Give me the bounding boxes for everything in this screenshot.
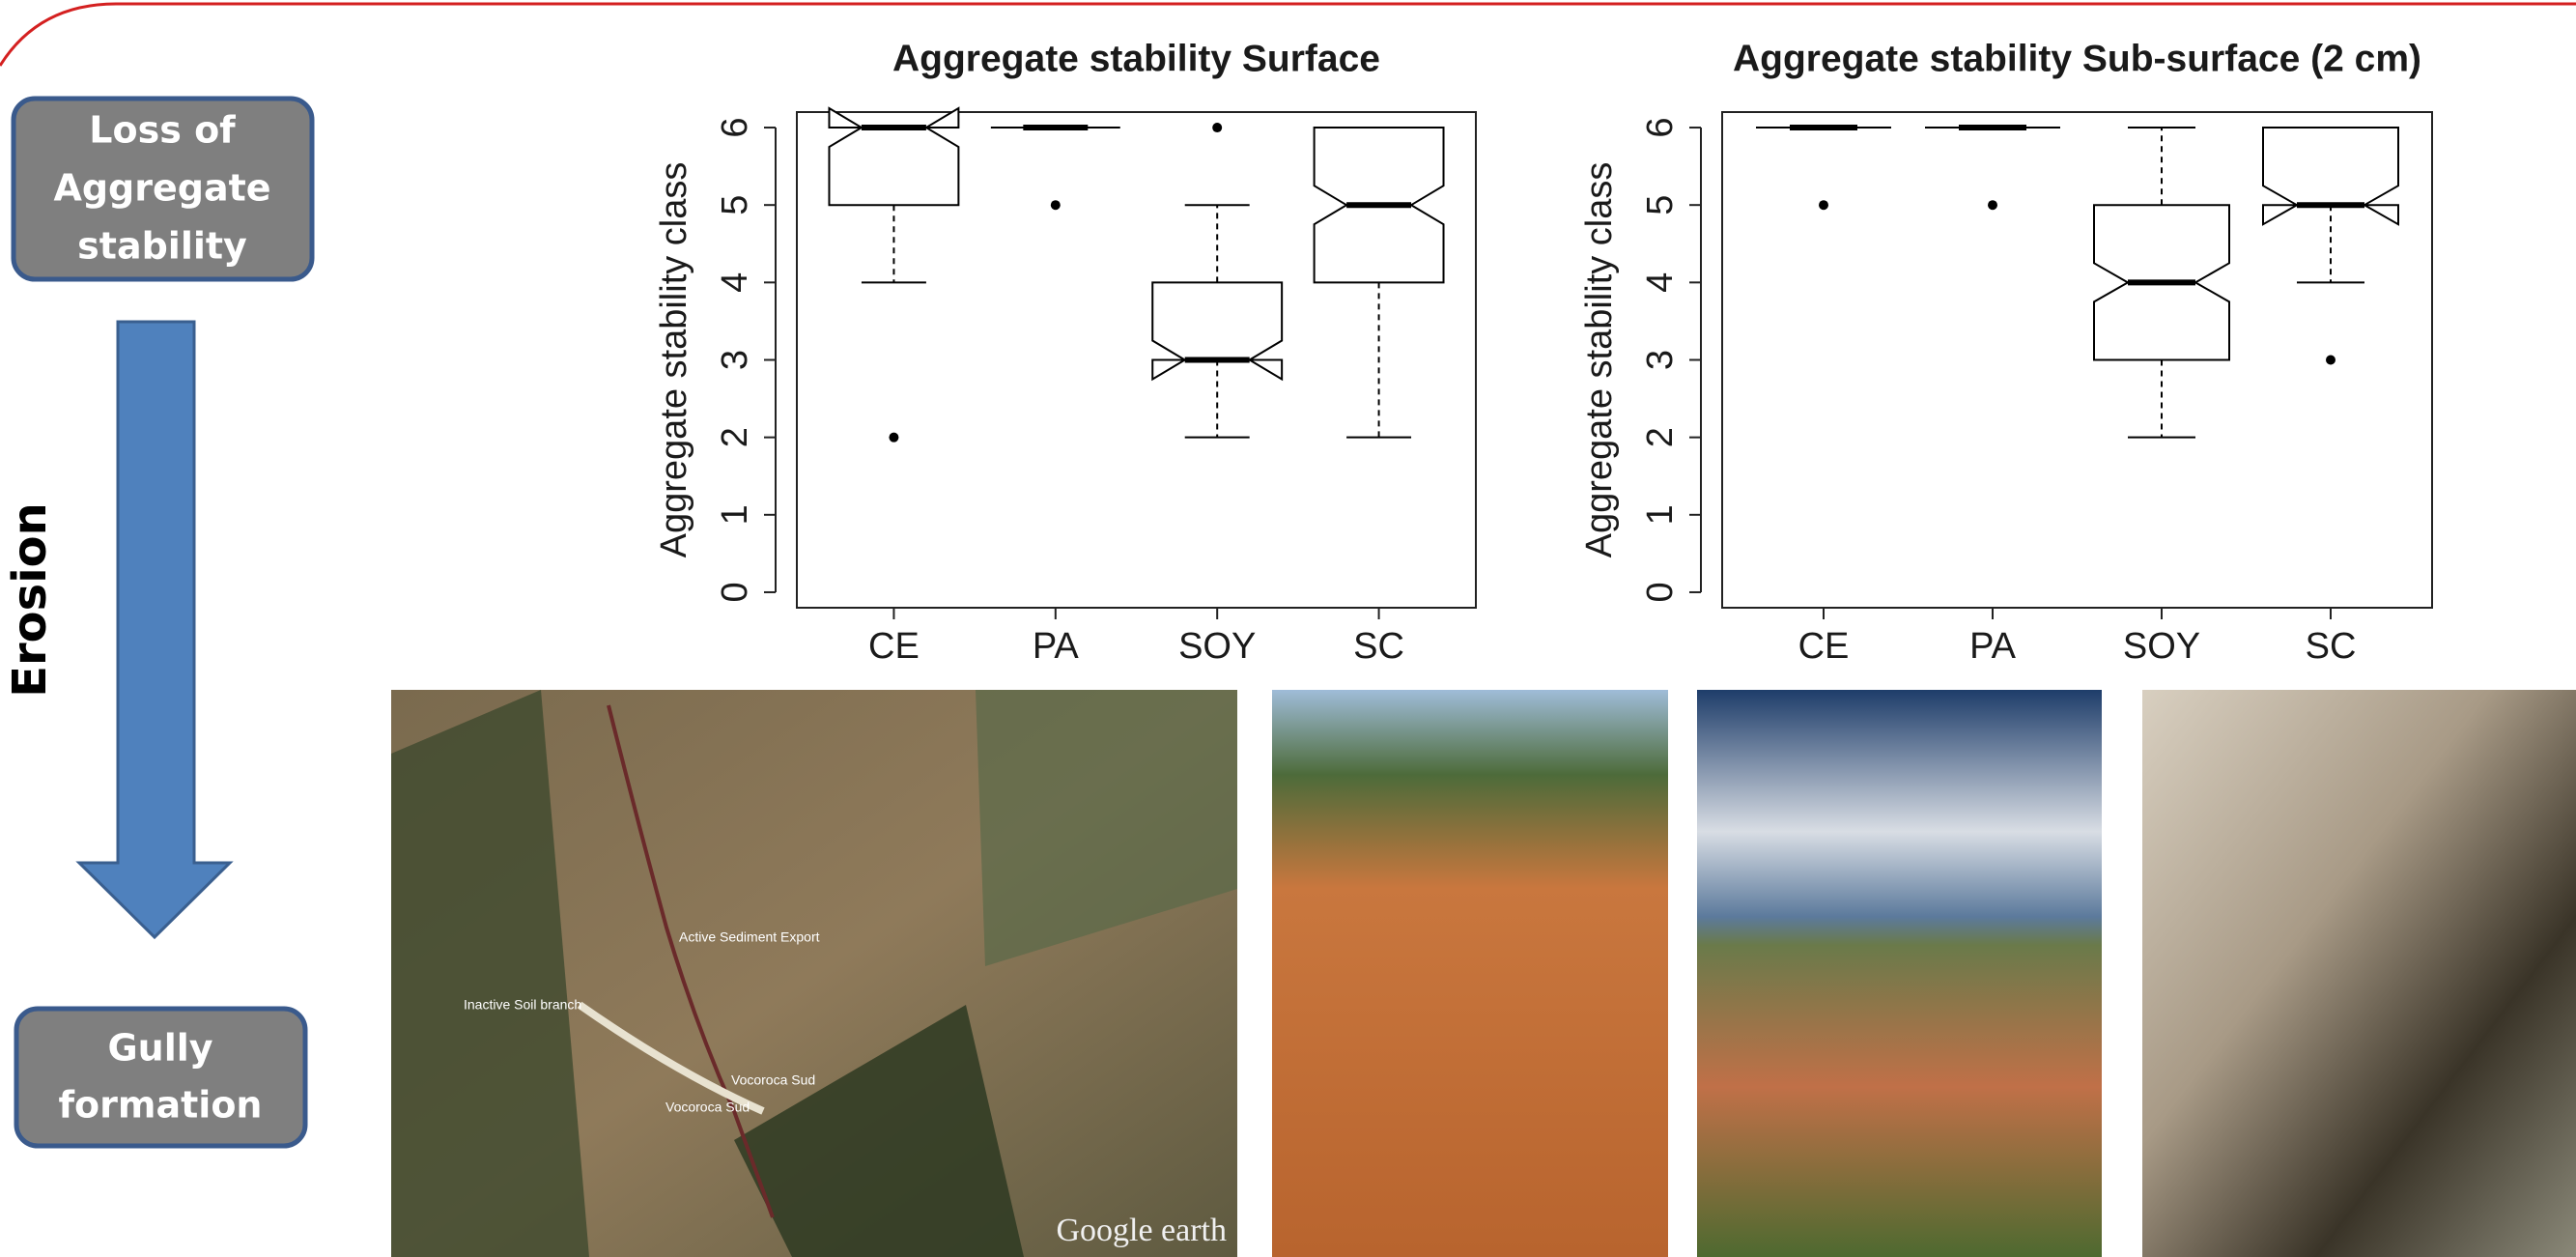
outlier (1819, 200, 1828, 210)
box-chart: Aggregate stability Surface Aggregate sta… (654, 38, 1476, 667)
y-tick-label: 6 (715, 117, 755, 137)
slide: {"chart_data": [ {"type": "box", "title"… (0, 0, 2576, 1257)
top-box-line: Loss of (89, 109, 236, 152)
arrow-label: Erosion (3, 502, 57, 698)
y-tick-label: 2 (1640, 427, 1681, 447)
bottom-box-line: Gully (107, 1027, 212, 1070)
y-axis-label: Aggregate stability class (1579, 162, 1620, 558)
photo-label: Vocoroca Sud (731, 1072, 815, 1088)
outlier (1212, 123, 1222, 132)
photo-aerial: Active Sediment Export Inactive Soil bra… (391, 690, 1237, 1257)
x-tick-label: SC (1353, 626, 1404, 667)
chart-title: Aggregate stability Surface (892, 38, 1380, 79)
top-box-line: Aggregate (53, 167, 270, 210)
x-tick-label: SOY (1178, 626, 1256, 667)
y-tick-label: 5 (715, 195, 755, 215)
x-tick-label: CE (868, 626, 920, 667)
photo-label: Inactive Soil branch (464, 997, 581, 1013)
down-arrow (79, 322, 230, 937)
x-tick-label: PA (1969, 626, 2017, 667)
box-chart: Aggregate stability Sub-surface (2 cm) Ag… (1579, 38, 2432, 667)
outlier (889, 433, 898, 443)
photo-label: Vocoroca Sud (665, 1100, 750, 1115)
outlier (2326, 356, 2335, 365)
y-tick-label: 1 (715, 504, 755, 525)
y-tick-label: 3 (1640, 350, 1681, 370)
y-tick-label: 3 (715, 350, 755, 370)
y-tick-label: 0 (715, 582, 755, 602)
y-tick-label: 0 (1640, 582, 1681, 602)
x-tick-label: CE (1798, 626, 1850, 667)
canvas: Loss of Aggregate stability Erosion Gull… (0, 0, 2576, 1257)
outlier (1988, 200, 1997, 210)
x-tick-label: SC (2306, 626, 2357, 667)
box (829, 108, 958, 205)
photo-gully-2 (1697, 690, 2102, 1257)
y-axis-label: Aggregate stability class (654, 162, 694, 558)
photo-watermark: Google earth (1056, 1213, 1227, 1248)
outlier (1051, 200, 1061, 210)
photo-gully-1 (1272, 690, 1668, 1257)
y-tick-label: 4 (1640, 272, 1681, 293)
y-tick-label: 5 (1640, 195, 1681, 215)
photo-gully-3 (2142, 690, 2576, 1257)
x-tick-label: SOY (2123, 626, 2200, 667)
y-tick-label: 1 (1640, 504, 1681, 525)
y-tick-label: 2 (715, 427, 755, 447)
x-tick-label: PA (1033, 626, 1080, 667)
y-tick-label: 6 (1640, 117, 1681, 137)
bottom-box-line: formation (59, 1084, 263, 1127)
y-tick-label: 4 (715, 272, 755, 293)
top-box-line: stability (77, 225, 247, 268)
photo-label: Active Sediment Export (679, 929, 820, 945)
chart-title: Aggregate stability Sub-surface (2 cm) (1733, 38, 2421, 79)
